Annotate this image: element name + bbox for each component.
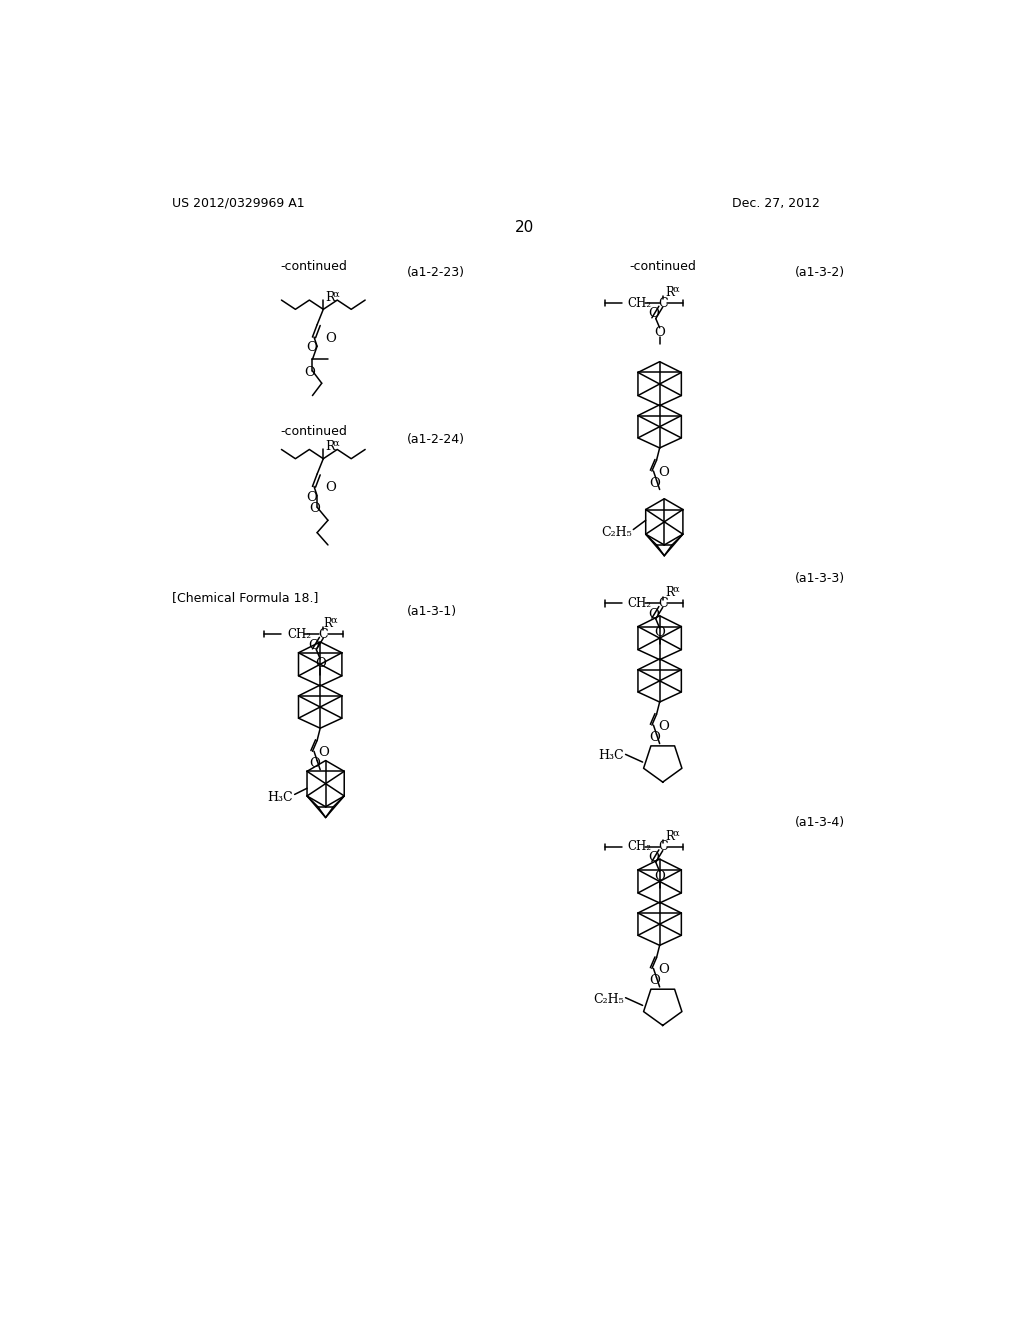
Text: (a1-3-2): (a1-3-2) (795, 265, 845, 279)
Text: R: R (326, 440, 335, 453)
Text: O: O (648, 308, 658, 321)
Text: O: O (658, 721, 669, 733)
Text: Dec. 27, 2012: Dec. 27, 2012 (732, 197, 820, 210)
Text: O: O (306, 342, 317, 354)
Text: α: α (333, 289, 339, 298)
Text: O: O (649, 731, 659, 744)
Text: C: C (658, 597, 668, 610)
Text: α: α (672, 829, 679, 837)
Text: C: C (318, 628, 328, 640)
Text: O: O (309, 758, 321, 770)
Text: O: O (306, 491, 317, 504)
Text: O: O (325, 482, 336, 495)
Text: O: O (305, 366, 315, 379)
Text: R: R (665, 829, 674, 842)
Text: CH₂: CH₂ (628, 841, 652, 853)
Text: O: O (318, 746, 330, 759)
Text: -continued: -continued (630, 260, 696, 273)
Text: α: α (333, 438, 339, 447)
Text: (a1-2-23): (a1-2-23) (407, 265, 465, 279)
Text: O: O (648, 851, 658, 865)
Text: R: R (665, 286, 674, 298)
Text: (a1-3-1): (a1-3-1) (407, 605, 457, 618)
Text: H₃C: H₃C (598, 750, 624, 763)
Text: R: R (665, 586, 674, 599)
Text: O: O (648, 607, 658, 620)
Text: CH₂: CH₂ (628, 297, 652, 310)
Text: O: O (308, 639, 318, 652)
Text: C₂H₅: C₂H₅ (601, 527, 632, 539)
Text: O: O (314, 657, 326, 671)
Text: O: O (649, 974, 659, 987)
Text: O: O (309, 502, 321, 515)
Text: C: C (658, 841, 668, 853)
Text: O: O (649, 477, 659, 490)
Text: α: α (672, 585, 679, 594)
Text: O: O (658, 964, 669, 977)
Text: O: O (658, 466, 669, 479)
Text: -continued: -continued (281, 425, 347, 438)
Text: CH₂: CH₂ (287, 628, 311, 640)
Text: O: O (325, 333, 336, 345)
Text: R: R (324, 616, 332, 630)
Text: (a1-3-4): (a1-3-4) (795, 816, 845, 829)
Text: O: O (654, 326, 665, 339)
Text: α: α (672, 285, 679, 294)
Text: O: O (654, 870, 665, 883)
Text: -continued: -continued (281, 260, 347, 273)
Text: (a1-2-24): (a1-2-24) (407, 433, 465, 446)
Text: C: C (658, 297, 668, 310)
Text: α: α (331, 616, 337, 624)
Text: [Chemical Formula 18.]: [Chemical Formula 18.] (172, 591, 318, 603)
Text: (a1-3-3): (a1-3-3) (795, 573, 845, 585)
Text: US 2012/0329969 A1: US 2012/0329969 A1 (172, 197, 305, 210)
Text: C₂H₅: C₂H₅ (593, 993, 624, 1006)
Text: O: O (654, 626, 665, 639)
Text: CH₂: CH₂ (628, 597, 652, 610)
Text: R: R (326, 290, 335, 304)
Text: H₃C: H₃C (267, 791, 293, 804)
Text: 20: 20 (515, 220, 535, 235)
